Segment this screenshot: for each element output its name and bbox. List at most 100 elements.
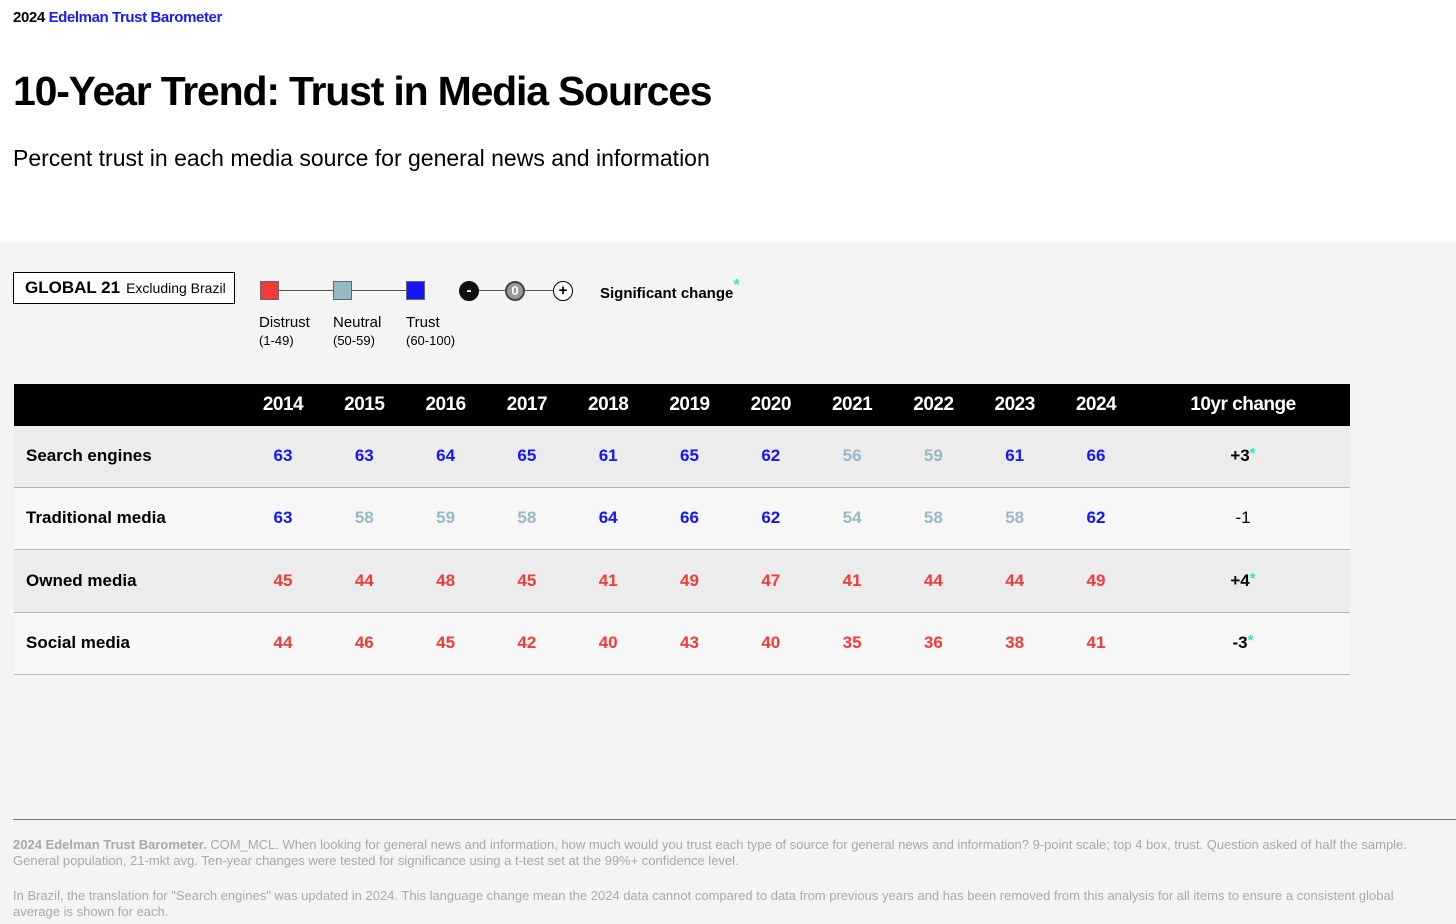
value-cell-2020: 62 — [761, 508, 781, 528]
value-cell-2024: 66 — [1086, 446, 1106, 465]
ten-year-change-cell: -3* — [1183, 613, 1303, 674]
value-cell-2023: 38 — [1005, 632, 1025, 652]
value-cell-2022: 58 — [923, 508, 943, 528]
page-subtitle: Percent trust in each media source for g… — [13, 145, 710, 171]
significant-star-icon: * — [1247, 631, 1254, 649]
value-cell-2018: 40 — [598, 632, 618, 652]
row-label: Search engines — [26, 446, 152, 465]
year-header-2021: 2021 — [831, 394, 873, 415]
minus-circle-icon: - — [459, 281, 479, 301]
value-cell-2016: 64 — [436, 446, 456, 465]
scope-sub: Excluding Brazil — [126, 280, 226, 296]
value-cell-2019: 66 — [680, 508, 699, 528]
distrust-swatch — [260, 281, 279, 300]
value-cell-2019: 43 — [680, 632, 699, 652]
value-cell-2020: 47 — [761, 570, 781, 590]
value-cell-2017: 42 — [517, 632, 537, 652]
table-row: Search engines 63 63 64 65 61 65 62 56 59 61 66 +3* — [14, 426, 1350, 488]
ten-year-change-cell: +3* — [1183, 426, 1303, 487]
distrust-range: (1-49) — [259, 333, 294, 348]
value-cell-2021: 41 — [842, 570, 862, 590]
value-cell-2017: 45 — [517, 570, 537, 590]
value-cell-2016: 48 — [436, 570, 456, 590]
significant-change-label: Significant change* — [600, 277, 740, 303]
value-cell-2019: 65 — [680, 446, 699, 465]
brand-header: 2024 Edelman Trust Barometer — [13, 9, 222, 26]
value-cell-2021: 56 — [842, 446, 862, 465]
value-cell-2024: 49 — [1086, 570, 1106, 590]
year-header-2024: 2024 — [1075, 394, 1117, 415]
significant-change-text: Significant change — [600, 285, 734, 302]
value-cell-2018: 64 — [598, 508, 618, 528]
change-value: -3 — [1232, 632, 1248, 652]
row-label: Owned media — [26, 570, 137, 590]
year-header-2015: 2015 — [344, 394, 385, 415]
value-cell-2020: 62 — [761, 446, 781, 465]
value-cell-2014: 44 — [273, 632, 293, 652]
year-header-2019: 2019 — [669, 394, 710, 415]
row-label: Traditional media — [26, 508, 166, 528]
ten-year-change-cell: -1 — [1183, 488, 1303, 548]
year-header-2017: 2017 — [506, 394, 548, 415]
significant-star-icon: * — [1249, 569, 1256, 587]
brazil-footnote: In Brazil, the translation for "Search e… — [13, 888, 1394, 919]
value-cell-2017: 65 — [517, 446, 537, 465]
significant-star-icon: * — [1249, 445, 1256, 462]
brand-year: 2024 — [13, 9, 45, 26]
value-cell-2015: 63 — [354, 446, 374, 465]
value-cell-2014: 63 — [273, 508, 293, 528]
trust-range: (60-100) — [406, 333, 456, 348]
value-cell-2017: 58 — [517, 508, 537, 528]
value-cell-2015: 44 — [354, 570, 374, 590]
value-cell-2015: 46 — [354, 632, 374, 652]
significant-star-icon: * — [733, 277, 740, 294]
plus-circle-icon: + — [553, 281, 573, 301]
source-footnote: 2024 Edelman Trust Barometer. COM_MCL. W… — [13, 837, 1433, 869]
source-text: COM_MCL. When looking for general news a… — [13, 837, 1407, 868]
value-cell-2019: 49 — [680, 570, 699, 590]
value-cell-2016: 59 — [436, 508, 456, 528]
value-cell-2015: 58 — [354, 508, 374, 528]
row-label: Social media — [26, 632, 130, 652]
value-cell-2024: 41 — [1086, 632, 1106, 652]
table-row: Owned media 45 44 48 45 41 49 47 41 44 44 49 +4* — [14, 550, 1350, 613]
change-value: +4 — [1230, 570, 1250, 590]
value-cell-2016: 45 — [436, 632, 456, 652]
change-value: +3 — [1230, 446, 1250, 465]
ten-year-change-cell: +4* — [1183, 551, 1303, 612]
scope-label: GLOBAL 21 Excluding Brazil — [13, 272, 235, 304]
trust-label: Trust — [406, 314, 440, 331]
year-header-2023: 2023 — [994, 394, 1036, 415]
value-cell-2014: 63 — [273, 446, 293, 465]
value-cell-2021: 54 — [842, 508, 862, 528]
brand-name: Edelman Trust Barometer — [48, 9, 223, 26]
year-header-2014: 2014 — [262, 394, 304, 415]
page-title: 10-Year Trend: Trust in Media Sources — [13, 68, 713, 114]
value-cell-2024: 62 — [1086, 508, 1106, 528]
value-cell-2018: 61 — [598, 446, 618, 465]
change-value: -1 — [1235, 508, 1251, 528]
value-cell-2021: 35 — [842, 632, 862, 652]
source-title: 2024 Edelman Trust Barometer. — [13, 837, 207, 852]
year-header-2016: 2016 — [425, 394, 466, 415]
footer-divider — [13, 819, 1456, 820]
table-row: Social media 44 46 45 42 40 43 40 35 36 38 41 -3* — [14, 612, 1350, 675]
table-header: 10yr change 2014 2015 2016 2017 2018 2019 2020… — [14, 384, 1350, 426]
value-cell-2023: 44 — [1005, 570, 1025, 590]
value-cell-2023: 58 — [1005, 508, 1025, 528]
value-cell-2018: 41 — [598, 570, 618, 590]
neutral-swatch — [333, 281, 352, 300]
neutral-range: (50-59) — [333, 333, 375, 348]
value-cell-2022: 59 — [923, 446, 943, 465]
zero-circle-icon: 0 — [505, 281, 525, 301]
year-header-2022: 2022 — [913, 394, 954, 415]
table-row: Traditional media 63 58 59 58 64 66 62 54 58 58 62 -… — [14, 488, 1350, 551]
neutral-label: Neutral — [333, 314, 382, 331]
scope-main: GLOBAL 21 — [25, 278, 121, 297]
distrust-label: Distrust — [259, 314, 310, 331]
year-header-2020: 2020 — [750, 394, 792, 415]
value-cell-2014: 45 — [273, 570, 293, 590]
value-cell-2020: 40 — [761, 632, 781, 652]
value-cell-2022: 36 — [923, 632, 943, 652]
year-header-2018: 2018 — [588, 394, 629, 415]
